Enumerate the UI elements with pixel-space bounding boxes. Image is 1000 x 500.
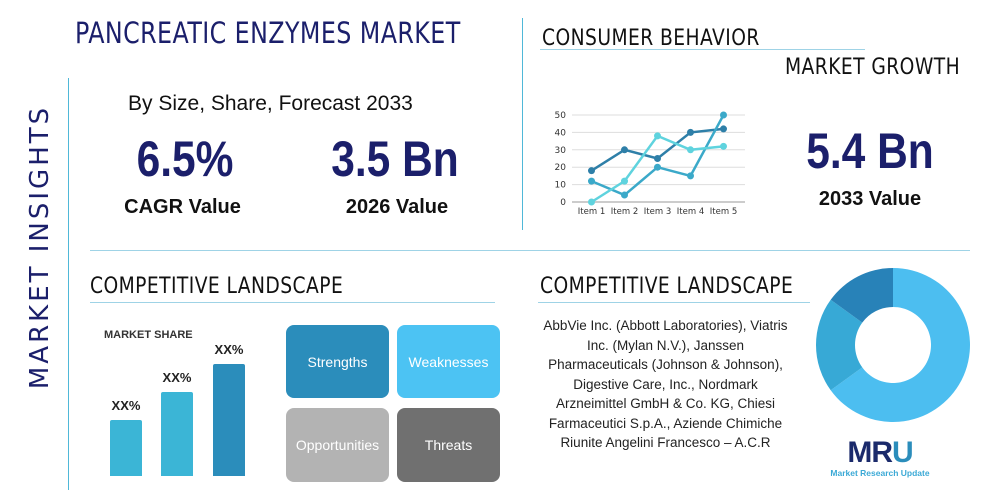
x-tick-label: Item 2 bbox=[611, 207, 638, 217]
swot-strengths[interactable]: Strengths bbox=[286, 325, 389, 398]
divider bbox=[540, 49, 865, 50]
x-tick-label: Item 4 bbox=[677, 207, 704, 217]
data-point bbox=[720, 111, 727, 119]
2033-label: 2033 Value bbox=[818, 188, 922, 210]
y-tick-label: 40 bbox=[555, 128, 567, 138]
2026-value: 3.5 Bn bbox=[331, 131, 459, 187]
y-tick-label: 0 bbox=[560, 198, 566, 208]
consumer-title: CONSUMER BEHAVIOR bbox=[542, 26, 760, 51]
data-point bbox=[621, 177, 628, 185]
side-title: MARKET INSIGHTS bbox=[25, 104, 55, 390]
divider bbox=[522, 18, 523, 230]
x-tick-label: Item 3 bbox=[644, 207, 671, 217]
donut-slice bbox=[830, 268, 970, 422]
y-tick-label: 50 bbox=[555, 111, 567, 121]
market-share-title: MARKET SHARE bbox=[104, 329, 193, 341]
data-point bbox=[588, 167, 595, 175]
competitive-title-left: COMPETITIVE LANDSCAPE bbox=[90, 274, 344, 299]
data-point bbox=[588, 177, 595, 185]
y-tick-label: 10 bbox=[555, 181, 567, 191]
market-share-bar bbox=[213, 364, 245, 476]
swot-opportunities[interactable]: Opportunities bbox=[286, 408, 389, 482]
logo: MRU Market Research Update bbox=[830, 436, 930, 479]
data-point bbox=[621, 146, 628, 154]
data-point bbox=[720, 125, 727, 133]
market-share-bar bbox=[161, 392, 193, 476]
x-tick-label: Item 5 bbox=[710, 207, 737, 217]
logo-name: Market Research Update bbox=[830, 468, 930, 478]
y-tick-label: 20 bbox=[555, 163, 567, 173]
market-share-bar bbox=[110, 420, 142, 476]
divider bbox=[90, 250, 970, 251]
bar-label: XX% bbox=[162, 370, 192, 385]
bar-label: XX% bbox=[214, 342, 244, 357]
swot-threats[interactable]: Threats bbox=[397, 408, 500, 482]
donut-slice bbox=[830, 268, 893, 323]
company-list: AbbVie Inc. (Abbott Laboratories), Viatr… bbox=[543, 318, 788, 450]
x-tick-label: Item 1 bbox=[578, 207, 605, 217]
data-point bbox=[654, 132, 661, 140]
data-point bbox=[654, 155, 661, 162]
swot-weaknesses[interactable]: Weaknesses bbox=[397, 325, 500, 398]
page-title: PANCREATIC ENZYMES MARKET bbox=[75, 16, 461, 50]
bar-label: XX% bbox=[111, 398, 141, 413]
market-growth-title: MARKET GROWTH bbox=[785, 55, 961, 80]
donut-slice bbox=[816, 299, 863, 391]
data-point bbox=[720, 142, 727, 150]
cagr-label: CAGR Value bbox=[124, 196, 241, 218]
logo-mark: MRU bbox=[847, 436, 913, 469]
data-point bbox=[588, 198, 595, 206]
data-point bbox=[687, 128, 694, 136]
2033-value: 5.4 Bn bbox=[806, 123, 934, 179]
data-point bbox=[621, 191, 628, 199]
subtitle: By Size, Share, Forecast 2033 bbox=[128, 92, 413, 115]
cagr-value: 6.5% bbox=[136, 131, 234, 187]
divider bbox=[538, 302, 810, 303]
data-point bbox=[654, 163, 661, 171]
data-point bbox=[687, 146, 694, 154]
line-chart: 0 10 20 30 40 50 Item 1 Item 2 Item 3 Item 4 Item … bbox=[555, 111, 745, 217]
data-point bbox=[687, 172, 694, 180]
donut-chart bbox=[816, 268, 970, 422]
competitive-title-right: COMPETITIVE LANDSCAPE bbox=[540, 274, 794, 299]
divider bbox=[90, 302, 495, 303]
divider bbox=[68, 78, 69, 490]
2026-label: 2026 Value bbox=[345, 196, 449, 218]
y-tick-label: 30 bbox=[555, 146, 567, 156]
